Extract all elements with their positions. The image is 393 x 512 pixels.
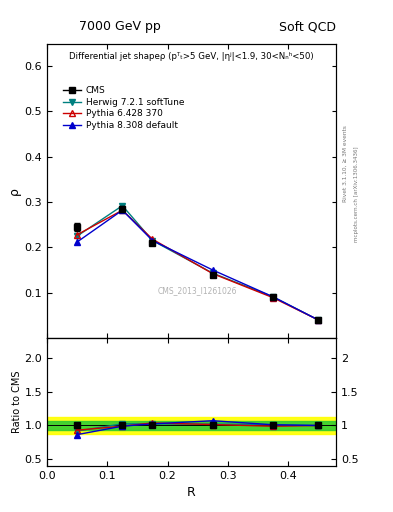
Herwig 7.2.1 softTune (120, 203, 125, 209)
Bar (47, 421, 336, 430)
Herwig 7.2.1 softTune (270, 294, 275, 300)
Text: mcplots.cern.ch [arXiv:1306.3436]: mcplots.cern.ch [arXiv:1306.3436] (354, 147, 359, 242)
Pythia 6.428 370 (270, 294, 275, 301)
Y-axis label: ρ: ρ (7, 187, 20, 195)
Text: Rivet 3.1.10, ≥ 3M events: Rivet 3.1.10, ≥ 3M events (343, 125, 348, 202)
X-axis label: R: R (187, 486, 196, 499)
Pythia 6.428 370 (75, 231, 80, 238)
Text: Soft QCD: Soft QCD (279, 20, 336, 33)
Legend: CMS, Herwig 7.2.1 softTune, Pythia 6.428 370, Pythia 8.308 default: CMS, Herwig 7.2.1 softTune, Pythia 6.428… (61, 83, 187, 133)
Pythia 8.308 default (150, 238, 155, 244)
Line: Herwig 7.2.1 softTune: Herwig 7.2.1 softTune (74, 203, 321, 323)
Pythia 8.308 default (120, 207, 125, 214)
Bar (47, 417, 336, 434)
Text: 7000 GeV pp: 7000 GeV pp (79, 20, 160, 33)
Pythia 6.428 370 (120, 207, 125, 214)
Herwig 7.2.1 softTune (210, 270, 215, 276)
Herwig 7.2.1 softTune (316, 317, 320, 323)
Pythia 6.428 370 (316, 317, 320, 323)
Pythia 8.308 default (270, 294, 275, 300)
Text: Differential jet shapeρ (pᵀₜ>5 GeV, |ηʲ|<1.9, 30<Nₙʰ<50): Differential jet shapeρ (pᵀₜ>5 GeV, |ηʲ|… (69, 52, 314, 61)
Pythia 6.428 370 (150, 236, 155, 242)
Pythia 6.428 370 (210, 270, 215, 276)
Line: Pythia 8.308 default: Pythia 8.308 default (74, 207, 321, 323)
Herwig 7.2.1 softTune (150, 238, 155, 244)
Pythia 8.308 default (210, 267, 215, 273)
Y-axis label: Ratio to CMS: Ratio to CMS (12, 371, 22, 433)
Herwig 7.2.1 softTune (75, 233, 80, 239)
Line: Pythia 6.428 370: Pythia 6.428 370 (74, 207, 321, 323)
Text: CMS_2013_I1261026: CMS_2013_I1261026 (158, 286, 237, 295)
Pythia 8.308 default (316, 317, 320, 323)
Pythia 8.308 default (75, 239, 80, 245)
